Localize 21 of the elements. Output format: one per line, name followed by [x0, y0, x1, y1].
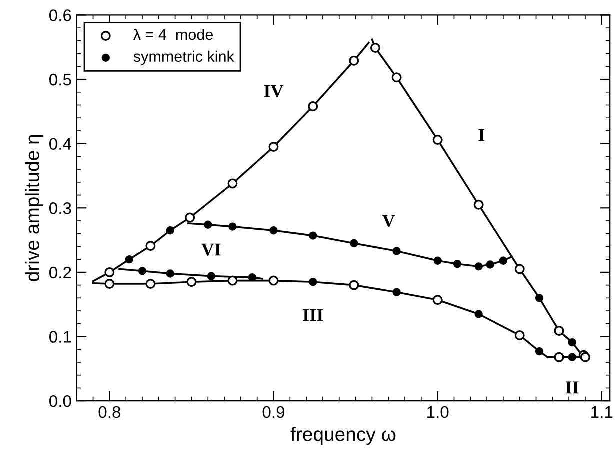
y-tick-label: 0.4 [50, 138, 72, 150]
annotation: VI [202, 244, 221, 256]
x-axis-title: frequency ω [290, 427, 396, 446]
annotation: III [303, 309, 324, 322]
y-tick-label: 0.0 [50, 395, 72, 408]
x-tick-label: 1.1 [592, 406, 613, 418]
y-tick-label: 0.6 [50, 10, 72, 22]
legend-label: λ = 4 mode [134, 28, 213, 40]
y-tick-label: 0.3 [50, 202, 72, 214]
y-tick-label: 0.5 [50, 74, 72, 86]
x-tick-label: 0.9 [262, 406, 285, 418]
y-tick-label: 0.2 [50, 266, 72, 279]
annotation: I [478, 129, 485, 142]
y-tick-label: 0.1 [50, 331, 72, 343]
annotation: V [382, 215, 396, 228]
x-tick-label: 1.0 [428, 406, 449, 418]
annotation: IV [264, 85, 284, 98]
y-axis-title: drive amplitude η [25, 135, 44, 282]
x-tick-label: 0.8 [98, 406, 121, 418]
annotation: II [566, 382, 579, 394]
legend-label: symmetric kink [134, 50, 234, 66]
